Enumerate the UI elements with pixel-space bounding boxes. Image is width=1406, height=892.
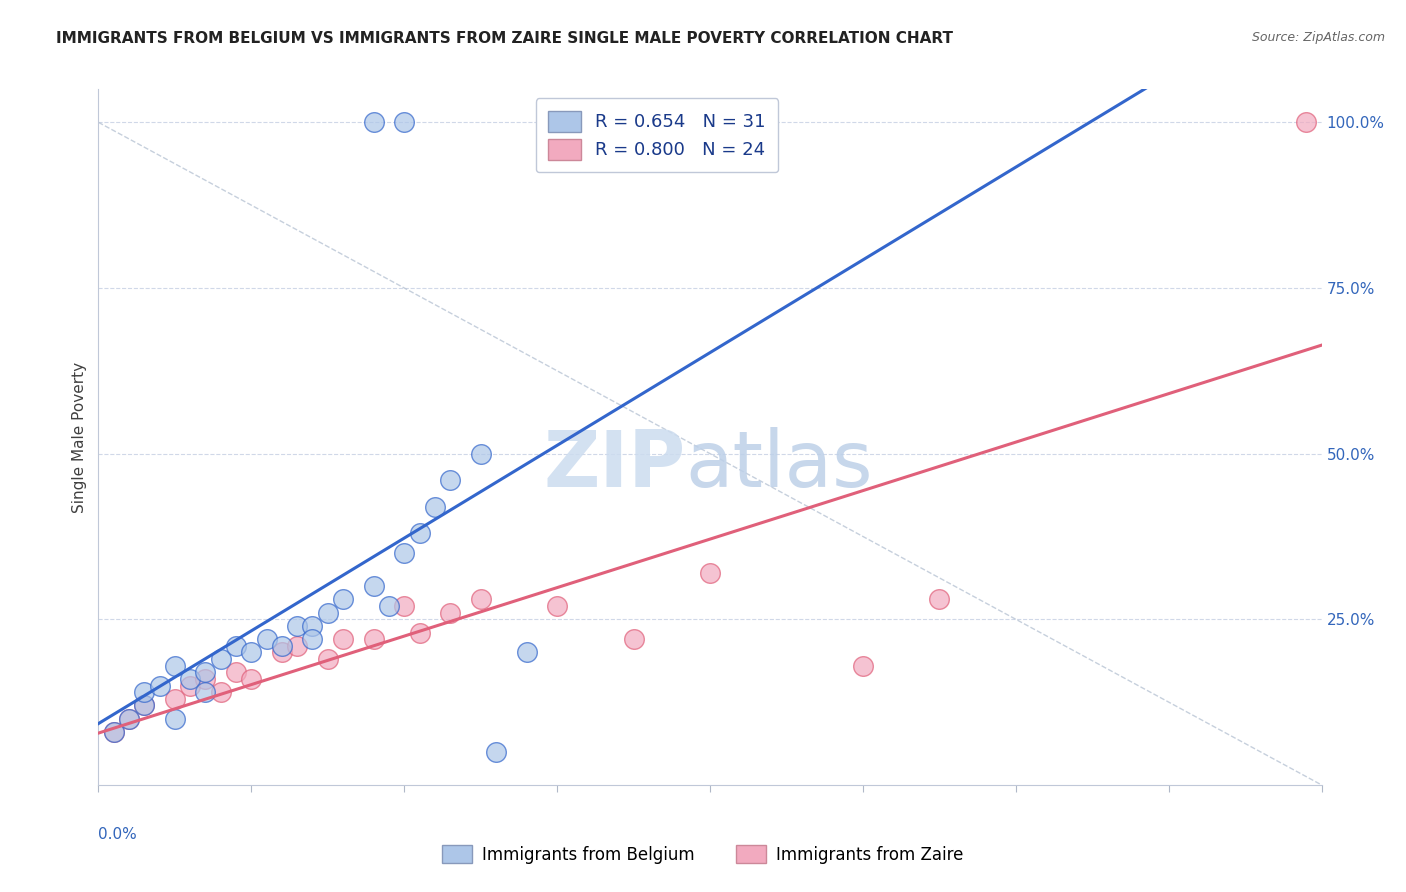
Point bbox=[209, 685, 232, 699]
Point bbox=[363, 579, 385, 593]
Point bbox=[179, 672, 201, 686]
Point bbox=[392, 115, 416, 129]
Point bbox=[256, 632, 278, 647]
Point bbox=[378, 599, 401, 613]
Point bbox=[134, 698, 156, 713]
Point bbox=[316, 606, 339, 620]
Point bbox=[163, 712, 186, 726]
Point bbox=[852, 658, 875, 673]
Y-axis label: Single Male Poverty: Single Male Poverty bbox=[72, 361, 87, 513]
Point bbox=[439, 473, 461, 487]
Point bbox=[928, 592, 950, 607]
Point bbox=[194, 672, 217, 686]
Text: atlas: atlas bbox=[686, 427, 873, 503]
Text: IMMIGRANTS FROM BELGIUM VS IMMIGRANTS FROM ZAIRE SINGLE MALE POVERTY CORRELATION: IMMIGRANTS FROM BELGIUM VS IMMIGRANTS FR… bbox=[56, 31, 953, 46]
Point bbox=[194, 685, 217, 699]
Point bbox=[316, 652, 339, 666]
Point bbox=[285, 619, 308, 633]
Point bbox=[270, 645, 294, 659]
Point bbox=[332, 632, 354, 647]
Point bbox=[439, 606, 461, 620]
Point bbox=[103, 725, 125, 739]
Point bbox=[623, 632, 645, 647]
Point bbox=[408, 625, 430, 640]
Point bbox=[332, 592, 354, 607]
Point bbox=[363, 115, 385, 129]
Point bbox=[392, 546, 416, 560]
Point bbox=[134, 698, 156, 713]
Point bbox=[163, 691, 186, 706]
Text: Source: ZipAtlas.com: Source: ZipAtlas.com bbox=[1251, 31, 1385, 45]
Point bbox=[270, 639, 294, 653]
Legend: Immigrants from Belgium, Immigrants from Zaire: Immigrants from Belgium, Immigrants from… bbox=[436, 838, 970, 871]
Point bbox=[285, 639, 308, 653]
Point bbox=[546, 599, 568, 613]
Point bbox=[699, 566, 721, 580]
Point bbox=[423, 500, 446, 514]
Point bbox=[301, 632, 323, 647]
Point bbox=[209, 652, 232, 666]
Point bbox=[301, 619, 323, 633]
Point bbox=[392, 599, 416, 613]
Point bbox=[1295, 115, 1317, 129]
Point bbox=[240, 672, 263, 686]
Point bbox=[118, 712, 141, 726]
Point bbox=[240, 645, 263, 659]
Legend: R = 0.654   N = 31, R = 0.800   N = 24: R = 0.654 N = 31, R = 0.800 N = 24 bbox=[536, 98, 779, 172]
Point bbox=[470, 447, 492, 461]
Text: ZIP: ZIP bbox=[543, 427, 686, 503]
Point bbox=[103, 725, 125, 739]
Point bbox=[363, 632, 385, 647]
Point bbox=[470, 592, 492, 607]
Point bbox=[225, 639, 247, 653]
Point bbox=[149, 679, 172, 693]
Point bbox=[225, 665, 247, 680]
Point bbox=[163, 658, 186, 673]
Point bbox=[118, 712, 141, 726]
Point bbox=[408, 526, 430, 541]
Text: 0.0%: 0.0% bbox=[98, 827, 138, 842]
Point bbox=[194, 665, 217, 680]
Point bbox=[179, 679, 201, 693]
Point bbox=[485, 745, 508, 759]
Point bbox=[516, 645, 538, 659]
Point bbox=[134, 685, 156, 699]
